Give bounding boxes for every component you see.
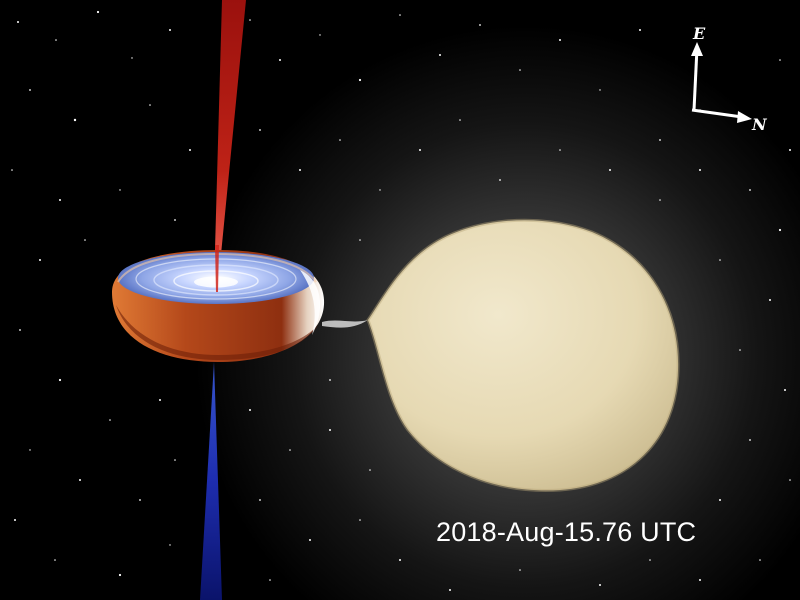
compass: E N xyxy=(670,20,780,140)
compass-arrows xyxy=(691,42,752,123)
compass-east-label: E xyxy=(693,24,706,43)
mass-transfer-stream xyxy=(322,320,368,328)
star-field xyxy=(11,10,791,591)
arrow-up-icon xyxy=(691,42,703,56)
jet-core xyxy=(215,245,219,292)
compass-north-label: N xyxy=(752,115,767,134)
timestamp-caption: 2018-Aug-15.76 UTC xyxy=(436,517,697,547)
companion-star xyxy=(368,220,679,491)
jet-redshifted xyxy=(214,0,246,285)
arrow-right-icon xyxy=(737,111,752,123)
jet-blueshifted xyxy=(200,362,222,600)
